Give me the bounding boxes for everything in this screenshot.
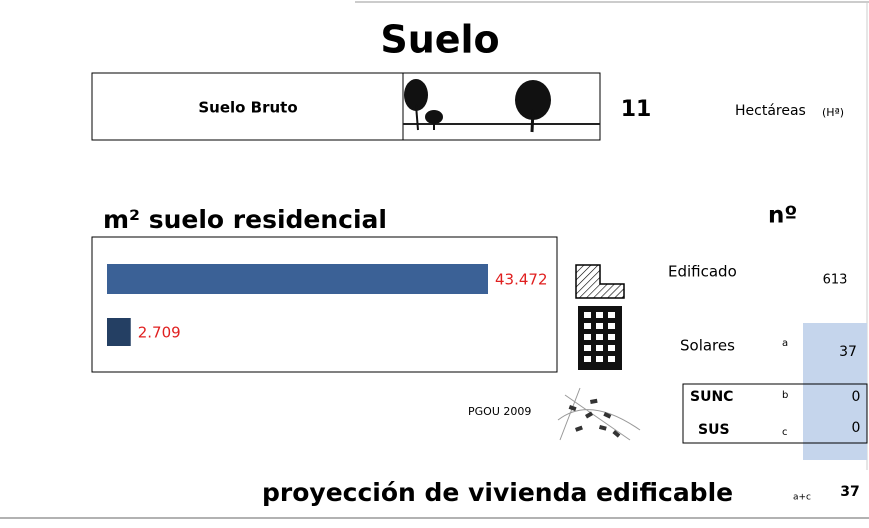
count-header: nº: [768, 203, 797, 229]
map-block: [590, 398, 598, 404]
window: [584, 334, 591, 340]
count-key: a: [782, 338, 788, 349]
sunc-sus-box: [682, 383, 868, 444]
count-key: c: [782, 427, 788, 438]
pgou-label: PGOU 2009: [468, 405, 531, 418]
window: [596, 334, 603, 340]
trees-icon: [403, 79, 600, 133]
count-value: 37: [839, 344, 857, 360]
window: [608, 323, 615, 329]
map-block: [612, 429, 621, 438]
window: [608, 356, 615, 362]
bar-label: 2.709: [138, 324, 181, 342]
window: [608, 345, 615, 351]
count-label: Edificado: [668, 263, 737, 281]
count-label: SUNC: [690, 389, 733, 405]
residencial-title: m² suelo residencial: [103, 205, 387, 234]
window: [608, 312, 615, 318]
bar-box: [91, 236, 558, 373]
tower-icon: [578, 306, 622, 370]
window: [584, 345, 591, 351]
window: [596, 345, 603, 351]
projection-label: proyección de vivienda edificable: [262, 478, 733, 507]
window: [596, 323, 603, 329]
count-label: Solares: [680, 337, 735, 355]
map-block: [568, 404, 577, 412]
bar: [107, 318, 131, 346]
hectares-value: 11: [621, 97, 652, 122]
map-icon: [557, 387, 641, 441]
window: [596, 356, 603, 362]
count-value: 0: [852, 420, 861, 436]
count-key: b: [782, 390, 788, 401]
map-block: [603, 411, 612, 419]
count-label: SUS: [698, 422, 730, 438]
map-block: [585, 411, 594, 419]
image-box: [402, 72, 601, 141]
highlight-column: [803, 323, 867, 460]
window: [608, 334, 615, 340]
window: [596, 312, 603, 318]
window: [584, 312, 591, 318]
count-value: 0: [852, 389, 861, 405]
map-block: [575, 425, 583, 432]
map-block: [598, 424, 607, 431]
building-icon: [575, 264, 625, 299]
projection-key: a+c: [793, 493, 811, 503]
suelo-bruto-label: Suelo Bruto: [198, 99, 297, 117]
bar: [107, 264, 488, 294]
page-title: Suelo: [380, 18, 499, 62]
count-value: 613: [823, 273, 848, 288]
window: [584, 323, 591, 329]
window: [584, 356, 591, 362]
hectares-unit: Hectáreas: [735, 103, 806, 119]
projection-value: 37: [840, 484, 859, 500]
bar-label: 43.472: [495, 271, 548, 289]
hectares-abbr: (Hª): [822, 106, 844, 119]
